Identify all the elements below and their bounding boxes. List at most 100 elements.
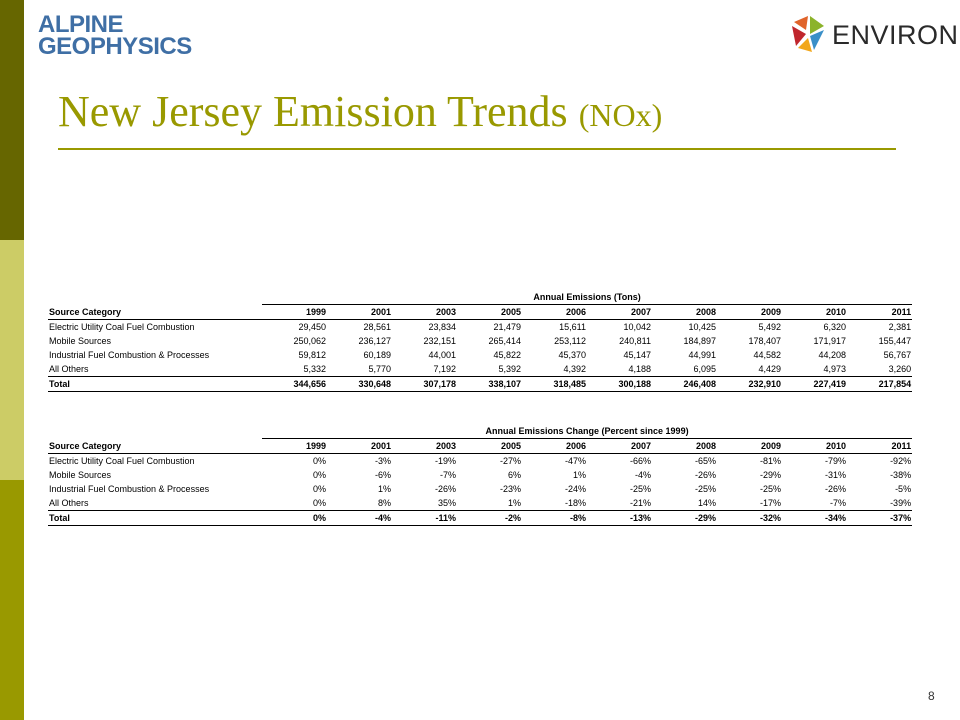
value-cell: 4,188 [628,364,651,374]
value-cell: 5,770 [368,364,391,374]
year-header: 2007 [587,438,652,454]
year-header: 2009 [717,304,782,320]
year-header: 2003 [392,438,457,454]
value-cell: 232,151 [423,336,456,346]
value-cell: -5% [895,484,912,494]
environ-wordmark: ENVIRON [832,20,959,50]
total-row: Total 0% -4% -11% -2% -8% -13% -29% -32% -34% -37% [48,510,913,526]
emissions-header-row: Source Category 1999 2001 2003 2005 2006 2007 2… [48,304,913,320]
change-caption: Annual Emissions Change (Percent since 1… [262,424,913,439]
category-cell: Electric Utility Coal Fuel Combustion [49,456,195,466]
value-cell: 2,381 [888,322,912,332]
value-cell: 171,917 [813,336,846,346]
value-cell: -39% [890,498,912,508]
value-cell: -18% [564,498,586,508]
value-cell: -25% [629,484,651,494]
value-cell: -3% [374,456,391,466]
value-cell: 45,147 [623,350,651,360]
value-cell: 236,127 [358,336,391,346]
category-cell: Electric Utility Coal Fuel Combustion [49,322,195,332]
table-row: All Others 0% 8% 35% 1% -18% -21% 14% -17% -7% -39… [48,496,912,511]
value-cell: 3,260 [888,364,912,374]
value-cell: 155,447 [878,336,912,346]
value-cell: -4% [327,510,392,526]
category-cell: All Others [49,364,89,374]
year-header: 2005 [457,438,522,454]
value-cell: 5,492 [758,322,781,332]
value-cell: 1% [572,470,586,480]
value-cell: -23% [499,484,521,494]
value-cell: 44,991 [688,350,716,360]
title-main: New Jersey Emission Trends [58,87,568,136]
environ-mark-icon [792,16,824,52]
value-cell: 45,822 [493,350,521,360]
value-cell: 307,178 [392,376,457,392]
value-cell: 0% [312,470,326,480]
source-category-header: Source Category [48,304,262,320]
value-cell: 6,095 [693,364,716,374]
value-cell: -66% [629,456,651,466]
value-cell: 23,834 [428,322,456,332]
source-category-header: Source Category [48,438,262,454]
year-header: 2001 [327,438,392,454]
value-cell: -92% [890,456,912,466]
year-header: 2008 [652,438,717,454]
value-cell: 300,188 [587,376,652,392]
value-cell: 344,656 [262,376,327,392]
value-cell: 14% [697,498,716,508]
value-cell: -8% [522,510,587,526]
value-cell: 60,189 [363,350,391,360]
value-cell: -6% [374,470,391,480]
table-row: All Others 5,332 5,770 7,192 5,392 4,392 4,188… [48,362,912,377]
category-cell: Total [48,510,262,526]
title-sub: (NOx) [578,97,663,133]
value-cell: 250,062 [293,336,326,346]
value-cell: 0% [262,510,327,526]
value-cell: 338,107 [457,376,522,392]
value-cell: -29% [759,470,781,480]
value-cell: 1% [377,484,391,494]
year-header: 2010 [782,304,847,320]
value-cell: 59,812 [298,350,326,360]
change-table: Annual Emissions Change (Percent since 1… [48,424,913,526]
caption-spacer [48,290,262,305]
table-row: Electric Utility Coal Fuel Combustion 0% -… [48,454,912,469]
side-bar-olive [0,480,24,720]
value-cell: -29% [652,510,717,526]
value-cell: 184,897 [683,336,716,346]
value-cell: -26% [434,484,456,494]
caption-spacer [48,424,262,439]
value-cell: -25% [759,484,781,494]
value-cell: -21% [629,498,651,508]
value-cell: -38% [890,470,912,480]
logo-line-1: ALPINE [38,11,124,38]
year-header: 2003 [392,304,457,320]
value-cell: 29,450 [298,322,326,332]
side-bar-dark [0,0,24,240]
emissions-caption: Annual Emissions (Tons) [262,290,913,305]
year-header: 2010 [782,438,847,454]
year-header: 1999 [262,304,327,320]
value-cell: -32% [717,510,782,526]
value-cell: 6,320 [823,322,846,332]
emissions-table: Annual Emissions (Tons) Source Category 1… [48,290,913,392]
value-cell: -26% [824,484,846,494]
value-cell: 217,854 [847,376,913,392]
value-cell: 246,408 [652,376,717,392]
table-row: Industrial Fuel Combustion & Processes 59… [48,348,912,362]
value-cell: 10,042 [623,322,651,332]
value-cell: -26% [694,470,716,480]
year-header: 2001 [327,304,392,320]
value-cell: -19% [434,456,456,466]
value-cell: 4,973 [823,364,846,374]
value-cell: -31% [824,470,846,480]
value-cell: -7% [829,498,846,508]
page-number: 8 [928,689,935,703]
title-rule [58,148,896,150]
value-cell: -11% [392,510,457,526]
value-cell: -81% [759,456,781,466]
value-cell: -2% [457,510,522,526]
category-cell: Industrial Fuel Combustion & Processes [49,484,210,494]
value-cell: -4% [634,470,651,480]
year-header: 2011 [847,438,913,454]
